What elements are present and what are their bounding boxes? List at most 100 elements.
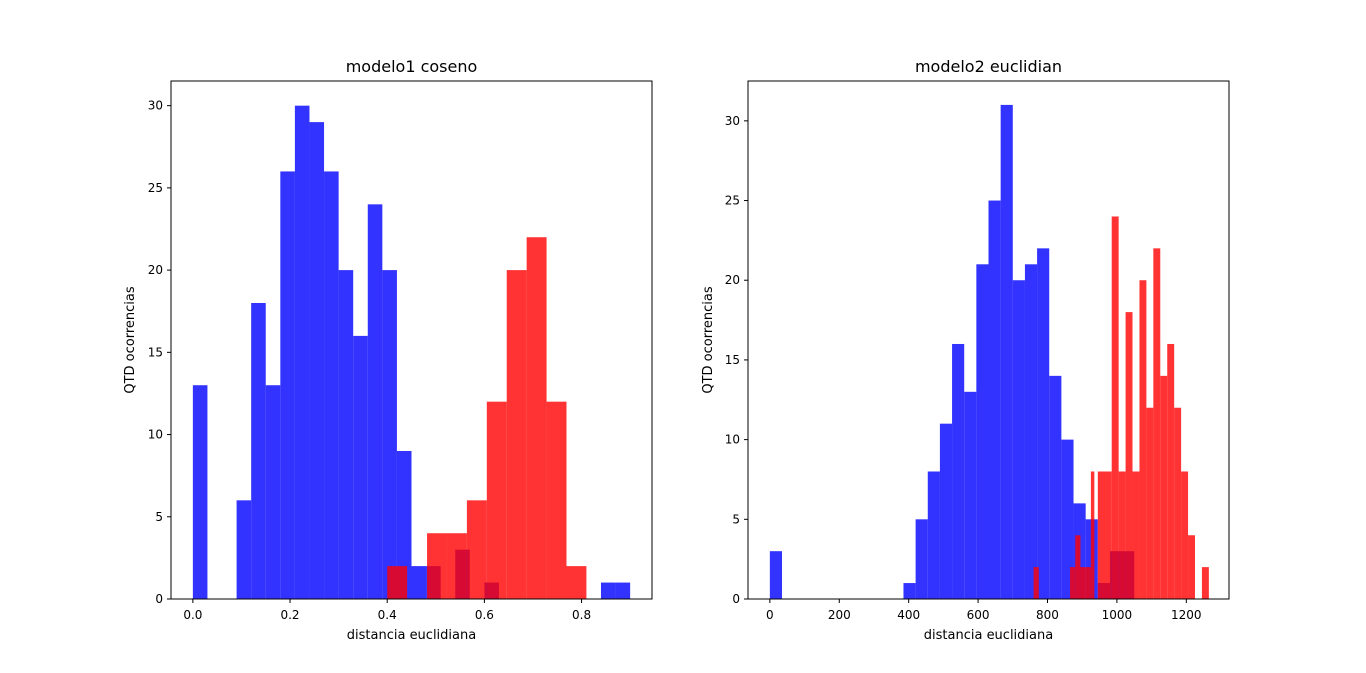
chart-2-series-1-bar-3 bbox=[915, 519, 928, 599]
chart-2-series-2-bar-4 bbox=[1080, 567, 1086, 599]
chart-1-y-tick-label: 30 bbox=[148, 99, 163, 113]
chart-1-series-1-bar-1 bbox=[192, 385, 208, 599]
chart-2-x-tick-label: 400 bbox=[897, 608, 920, 622]
chart-2-y-ticks: 0 5 10 15 20 25 30 bbox=[725, 114, 748, 606]
chart-1-y-tick-label: 15 bbox=[148, 345, 163, 359]
chart-2-x-tick-label: 200 bbox=[828, 608, 851, 622]
chart-1-bars bbox=[192, 105, 631, 600]
chart-2-series-1-bar-13 bbox=[1037, 248, 1050, 599]
chart-1-title: modelo1 coseno bbox=[346, 57, 478, 76]
chart-2-series-1-bar-6 bbox=[952, 343, 965, 599]
chart-1-y-tick-label: 20 bbox=[148, 263, 163, 277]
chart-2-series-1-bar-2 bbox=[903, 583, 916, 599]
chart-2-series-2-bar-16 bbox=[1167, 343, 1175, 599]
chart-1-series-2-bar-6 bbox=[486, 401, 507, 599]
chart-2-series-2-bar-18 bbox=[1181, 471, 1189, 599]
chart-1-y-tick-label: 10 bbox=[148, 428, 163, 442]
chart-2-series-1-bar-4 bbox=[927, 471, 940, 599]
chart-1-x-tick-label: 0.6 bbox=[475, 608, 494, 622]
chart-1-series-1-bar-3 bbox=[251, 303, 266, 599]
chart-2-y-axis-label: QTD ocorrencias bbox=[701, 286, 716, 394]
chart-2-y-tick-label: 10 bbox=[725, 433, 740, 447]
chart-1-series-1-bar-4 bbox=[265, 385, 281, 599]
chart-2-series-1-bar-1 bbox=[769, 551, 783, 599]
chart-2-series-1-bar-10 bbox=[1000, 104, 1013, 599]
chart-2-series-1-bar-5 bbox=[939, 423, 953, 599]
chart-1-plot-frame bbox=[170, 80, 653, 600]
chart-1-y-axis-label: QTD ocorrencias bbox=[123, 286, 138, 394]
chart-2-series-2-bar-17 bbox=[1174, 407, 1182, 599]
chart-1-series-1-bar-2 bbox=[236, 500, 252, 599]
chart-1-x-tick-label: 0.8 bbox=[572, 608, 591, 622]
chart-2-series-1-bar-15 bbox=[1061, 439, 1074, 599]
chart-1-series-2-bar-8 bbox=[526, 237, 547, 599]
chart-2-series-2-bar-3 bbox=[1075, 535, 1081, 599]
chart-1-x-tick-label: 0.0 bbox=[183, 608, 202, 622]
chart-2-x-ticks: 0 200 400 600 800 1000 1200 bbox=[766, 599, 1202, 622]
chart-2-y-tick-label: 15 bbox=[725, 353, 740, 367]
chart-2-series-2-bar-13 bbox=[1146, 407, 1154, 599]
chart-1-x-ticks: 0.0 0.2 0.4 0.6 0.8 bbox=[183, 599, 591, 622]
chart-2-series-2-bar-14 bbox=[1153, 248, 1161, 599]
chart-2-series-1-bar-11 bbox=[1012, 280, 1025, 599]
chart-2-series-2-bar-2 bbox=[1070, 567, 1076, 599]
chart-1-y-tick-label: 25 bbox=[148, 181, 163, 195]
chart-1-series-2-bar-7 bbox=[506, 270, 527, 599]
chart-2-series-1-bar-14 bbox=[1049, 375, 1062, 599]
chart-2-series-2-bar-12 bbox=[1139, 280, 1147, 599]
chart-2-series-1-bar-9 bbox=[988, 200, 1001, 600]
chart-2-bars bbox=[769, 104, 1209, 600]
chart-1-series-2-bar-4 bbox=[446, 533, 467, 599]
chart-2-series-2-bar-11 bbox=[1132, 471, 1140, 599]
chart-1-y-tick-label: 0 bbox=[155, 592, 163, 606]
chart-1-series-1-bar-18 bbox=[600, 582, 616, 599]
chart-2-series-1-bar-8 bbox=[976, 264, 989, 599]
chart-1-series-1-bar-12 bbox=[382, 270, 397, 599]
chart-1-series-1-bar-6 bbox=[294, 105, 310, 600]
chart-1-series-1-bar-13 bbox=[396, 451, 412, 599]
subplot-1: modelo1 coseno 0.0 0.2 0.4 0.6 0.8 0 5 10 15 20 2… bbox=[123, 57, 653, 643]
chart-1-series-2-bar-1 bbox=[387, 566, 408, 599]
chart-1-series-1-bar-9 bbox=[338, 270, 354, 599]
chart-1-series-1-bar-8 bbox=[324, 171, 339, 599]
chart-1-series-2-bar-3 bbox=[427, 533, 447, 599]
chart-2-series-2-bar-5 bbox=[1085, 567, 1091, 599]
chart-2-y-tick-label: 20 bbox=[725, 273, 740, 287]
subplot-2: modelo2 euclidian 0 200 400 600 800 1000 1200 … bbox=[701, 57, 1230, 643]
chart-2-series-2-bar-9 bbox=[1118, 471, 1126, 599]
chart-1-x-tick-label: 0.4 bbox=[378, 608, 397, 622]
chart-2-x-tick-label: 0 bbox=[766, 608, 774, 622]
chart-2-title: modelo2 euclidian bbox=[915, 57, 1062, 76]
chart-2-x-axis-label: distancia euclidiana bbox=[924, 628, 1053, 643]
chart-2-y-tick-label: 0 bbox=[732, 592, 740, 606]
chart-1-series-2-bar-9 bbox=[546, 401, 567, 599]
chart-2-x-tick-label: 1000 bbox=[1102, 608, 1133, 622]
chart-1-x-tick-label: 0.2 bbox=[280, 608, 299, 622]
chart-2-y-tick-label: 25 bbox=[725, 194, 740, 208]
chart-2-series-1-bar-7 bbox=[964, 391, 977, 599]
chart-2-series-2-bar-10 bbox=[1125, 312, 1133, 599]
chart-1-series-1-bar-7 bbox=[309, 122, 325, 600]
chart-2-series-1-bar-12 bbox=[1024, 264, 1038, 599]
chart-1-series-2-bar-5 bbox=[466, 500, 487, 599]
chart-1-series-1-bar-11 bbox=[367, 204, 383, 599]
chart-2-series-2-bar-7 bbox=[1097, 471, 1112, 599]
chart-1-series-1-bar-14 bbox=[411, 566, 427, 599]
chart-1-x-axis-label: distancia euclidiana bbox=[347, 628, 476, 643]
chart-2-series-2-bar-8 bbox=[1111, 216, 1119, 600]
chart-2-series-2-bar-20 bbox=[1201, 567, 1209, 599]
chart-1-series-1-bar-19 bbox=[615, 582, 631, 599]
chart-1-series-1-bar-5 bbox=[280, 171, 295, 599]
chart-2-x-tick-label: 800 bbox=[1036, 608, 1059, 622]
chart-2-y-tick-label: 30 bbox=[725, 114, 740, 128]
chart-1-series-1-bar-10 bbox=[353, 335, 368, 599]
chart-1-series-2-bar-10 bbox=[566, 566, 587, 599]
chart-2-plot-frame bbox=[747, 80, 1230, 600]
chart-1-y-tick-label: 5 bbox=[155, 510, 163, 524]
chart-2-series-2-bar-15 bbox=[1160, 375, 1168, 599]
chart-2-series-2-bar-1 bbox=[1033, 567, 1039, 599]
chart-2-series-2-bar-6 bbox=[1090, 471, 1095, 599]
chart-1-y-ticks: 0 5 10 15 20 25 30 bbox=[148, 99, 171, 606]
chart-2-y-tick-label: 5 bbox=[732, 512, 740, 526]
